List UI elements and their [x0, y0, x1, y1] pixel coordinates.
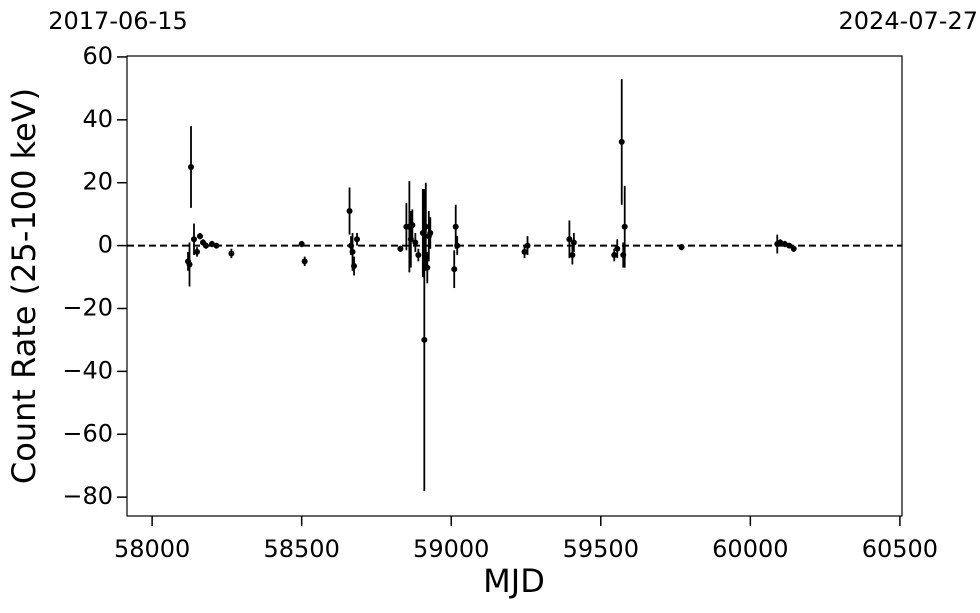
data-point: [427, 230, 434, 237]
data-point: [412, 239, 419, 246]
data-point: [193, 248, 200, 255]
x-tick-label: 60500: [862, 535, 938, 563]
data-point: [188, 163, 195, 170]
data-point: [397, 245, 404, 252]
data-point: [354, 236, 361, 243]
plot-frame: [126, 55, 903, 517]
data-point: [570, 239, 577, 246]
y-tick-label: −80: [62, 482, 113, 510]
x-tick-label: 58000: [114, 535, 190, 563]
x-tick-label: 59000: [413, 535, 489, 563]
data-point: [298, 241, 305, 248]
data-point: [454, 242, 461, 249]
x-axis-label: MJD: [483, 562, 545, 600]
y-axis-label: Count Rate (25-100 keV): [5, 88, 43, 484]
data-point: [524, 242, 531, 249]
data-point: [409, 222, 416, 229]
data-point: [415, 252, 422, 259]
y-tick-label: 40: [82, 105, 113, 133]
data-point: [421, 336, 428, 343]
data-point: [786, 242, 793, 249]
data-point: [790, 245, 797, 252]
data-point: [451, 266, 458, 273]
data-point: [424, 264, 431, 271]
data-point: [566, 236, 573, 243]
y-tick-label: −20: [62, 293, 113, 321]
data-point: [452, 223, 459, 230]
top-left-date: 2017-06-15: [48, 7, 187, 35]
y-tick-label: 0: [98, 231, 113, 259]
x-tick-label: 58500: [264, 535, 340, 563]
top-right-date: 2024-07-27: [839, 7, 978, 35]
data-point: [346, 208, 353, 215]
data-point: [301, 258, 308, 265]
data-point: [618, 138, 625, 145]
y-tick-label: −40: [62, 356, 113, 384]
data-point: [213, 242, 220, 249]
y-tick-label: 20: [82, 168, 113, 196]
data-point: [614, 245, 621, 252]
data-point: [186, 261, 193, 268]
y-tick-label: −60: [62, 419, 113, 447]
data-point: [196, 233, 203, 240]
data-point: [349, 248, 356, 255]
x-tick-label: 60000: [712, 535, 788, 563]
data-point: [521, 248, 528, 255]
data-point: [228, 250, 235, 257]
x-tick-label: 59500: [563, 535, 639, 563]
data-point: [678, 244, 685, 251]
data-point: [422, 223, 429, 230]
data-point: [191, 236, 198, 243]
data-point: [621, 223, 628, 230]
data-point: [569, 252, 576, 259]
data-point: [611, 252, 618, 259]
y-tick-label: 60: [82, 42, 113, 70]
data-point: [202, 242, 209, 249]
data-point: [351, 263, 358, 270]
